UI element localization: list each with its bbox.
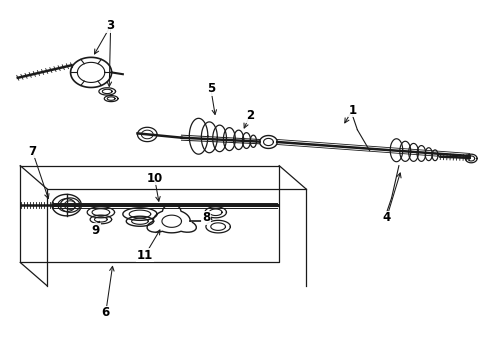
Text: 5: 5 (207, 82, 215, 95)
Text: 8: 8 (202, 211, 210, 224)
Text: 6: 6 (101, 306, 110, 319)
Text: 10: 10 (147, 172, 163, 185)
Text: 9: 9 (92, 224, 100, 237)
Text: 1: 1 (348, 104, 357, 117)
Text: 7: 7 (28, 145, 37, 158)
Text: 3: 3 (106, 19, 115, 32)
Text: 11: 11 (137, 249, 153, 262)
Text: 4: 4 (383, 211, 391, 224)
Text: 2: 2 (246, 109, 254, 122)
